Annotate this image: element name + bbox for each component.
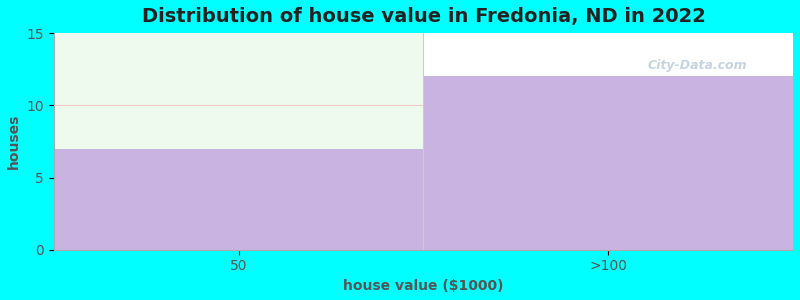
Bar	[423, 76, 793, 250]
Title: Distribution of house value in Fredonia, ND in 2022: Distribution of house value in Fredonia,…	[142, 7, 706, 26]
Bar	[423, 33, 793, 250]
X-axis label: house value ($1000): house value ($1000)	[343, 279, 504, 293]
Bar	[54, 33, 423, 250]
Bar	[54, 148, 423, 250]
Y-axis label: houses: houses	[7, 114, 21, 169]
Text: City-Data.com: City-Data.com	[647, 59, 746, 72]
